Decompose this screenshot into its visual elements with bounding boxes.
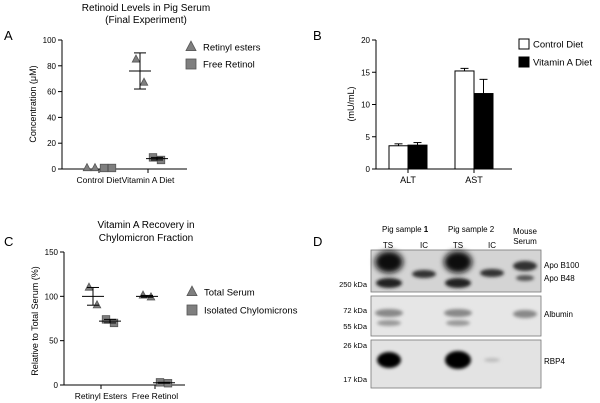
bar [388, 145, 409, 170]
y-tick-label: 150 [45, 248, 59, 257]
y-tick-label: 100 [45, 292, 59, 301]
chart-c-subtitle: Chylomicron Fraction [99, 233, 193, 244]
chart-b-legend: Control Diet Vitamin A Diet [518, 38, 592, 69]
chart-a-subtitle: (Final Experiment) [105, 15, 187, 26]
chart-a-ylabel: Concentration (μM) [28, 65, 38, 142]
data-point-marker [82, 162, 92, 172]
x-category-label: AST [465, 175, 483, 185]
x-category-label: Control Diet [77, 175, 123, 185]
data-point-marker [92, 299, 102, 309]
blot-lane-label: TS [453, 241, 463, 250]
chart-a-x-categories: Control Diet Vitamin A Diet [77, 169, 175, 185]
x-category-label: Free Retinol [132, 391, 178, 401]
x-category-label: Vitamin A Diet [122, 175, 175, 185]
y-tick-label: 5 [366, 133, 371, 142]
legend-marker [186, 285, 198, 297]
legend-swatch [518, 56, 530, 68]
chart-c-ylabel: Relative to Total Serum (%) [30, 266, 40, 375]
legend-label: Vitamin A Diet [533, 58, 592, 69]
y-tick-label: 10 [361, 101, 370, 110]
panel-label-d: D [313, 234, 322, 249]
panel-b-chart: (mU/mL) 0 5 10 15 20 ALT AST Control Diet Vita… [346, 36, 592, 185]
bar [454, 70, 475, 170]
y-tick-label: 0 [52, 165, 57, 174]
y-tick-label: 80 [47, 62, 56, 71]
y-tick-label: 60 [47, 88, 56, 97]
blot-marker-250: 250 kDa [339, 280, 368, 289]
x-category-label: Retinyl Esters [75, 391, 127, 401]
blot-lane-label: TS [383, 241, 393, 250]
panel-label-c: C [4, 234, 13, 249]
y-tick-label: 100 [43, 36, 57, 45]
chart-a-y-ticks: 0 20 40 60 80 100 [43, 36, 62, 174]
y-tick-label: 0 [54, 381, 59, 390]
blot-bands-albumin [375, 309, 537, 326]
legend-label: Free Retinol [203, 60, 255, 71]
y-tick-label: 15 [361, 68, 370, 77]
western-blot: Pig sample 1 Pig sample 2 Mouse Serum TS… [339, 225, 580, 389]
legend-marker [185, 40, 197, 52]
x-category-label: ALT [400, 175, 416, 185]
data-point-marker [139, 77, 149, 86]
panel-c-chart: Vitamin A Recovery in Chylomicron Fracti… [30, 220, 298, 401]
y-tick-label: 0 [366, 165, 371, 174]
blot-label-albumin: Albumin [544, 310, 573, 319]
legend-marker [186, 304, 198, 316]
chart-c-legend: Total Serum Isolated Chylomicrons [186, 285, 298, 317]
y-tick-label: 40 [47, 113, 56, 122]
chart-c-y-ticks: 0 50 100 150 [45, 248, 64, 390]
data-point-marker [99, 163, 109, 173]
legend-label: Total Serum [204, 288, 255, 299]
blot-group-label-3a: Mouse [513, 227, 538, 236]
y-tick-label: 20 [47, 139, 56, 148]
chart-b-y-ticks: 0 5 10 15 20 [361, 36, 376, 174]
legend-marker [185, 58, 197, 70]
y-tick-label: 20 [361, 36, 370, 45]
legend-label: Isolated Chylomicrons [204, 306, 298, 317]
chart-c-title: Vitamin A Recovery in [97, 220, 194, 231]
blot-bands-rbp4 [377, 351, 500, 369]
bar [407, 144, 428, 170]
blot-marker-26: 26 kDa [343, 341, 368, 350]
data-point-marker [84, 282, 94, 291]
blot-bands-apob [375, 251, 537, 288]
y-tick-label: 50 [49, 337, 58, 346]
blot-label-rbp4: RBP4 [544, 357, 565, 366]
blot-group-label-1: Pig sample 1 [382, 225, 429, 234]
data-point-marker [90, 162, 100, 172]
chart-b-marks [388, 67, 494, 170]
chart-c-x-categories: Retinyl Esters Free Retinol [75, 385, 178, 401]
blot-group-label-3b: Serum [513, 237, 537, 246]
legend-label: Control Diet [533, 40, 584, 51]
legend-label: Retinyl esters [203, 43, 261, 54]
blot-marker-17: 17 kDa [343, 375, 368, 384]
chart-b-ylabel: (mU/mL) [346, 87, 356, 122]
blot-marker-72: 72 kDa [343, 306, 368, 315]
blot-lane-label: IC [420, 241, 428, 250]
blot-label-apob48: Apo B48 [544, 274, 575, 283]
data-point-marker [107, 163, 117, 173]
chart-c-marks [82, 282, 175, 388]
blot-group-label-2: Pig sample 2 [448, 225, 495, 234]
bar [473, 93, 494, 170]
legend-swatch [518, 38, 530, 50]
chart-a-legend: Retinyl esters Free Retinol [185, 40, 261, 71]
blot-marker-55: 55 kDa [343, 322, 368, 331]
panel-label-a: A [4, 28, 13, 43]
panel-a-chart: Retinoid Levels in Pig Serum (Final Expe… [28, 3, 261, 185]
blot-lane-label: IC [488, 241, 496, 250]
chart-a-marks [82, 52, 168, 173]
data-point-marker [131, 54, 141, 63]
blot-label-apob100: Apo B100 [544, 261, 580, 270]
chart-b-x-categories: ALT AST [400, 169, 483, 185]
chart-a-title: Retinoid Levels in Pig Serum [82, 3, 210, 14]
panel-label-b: B [313, 28, 322, 43]
